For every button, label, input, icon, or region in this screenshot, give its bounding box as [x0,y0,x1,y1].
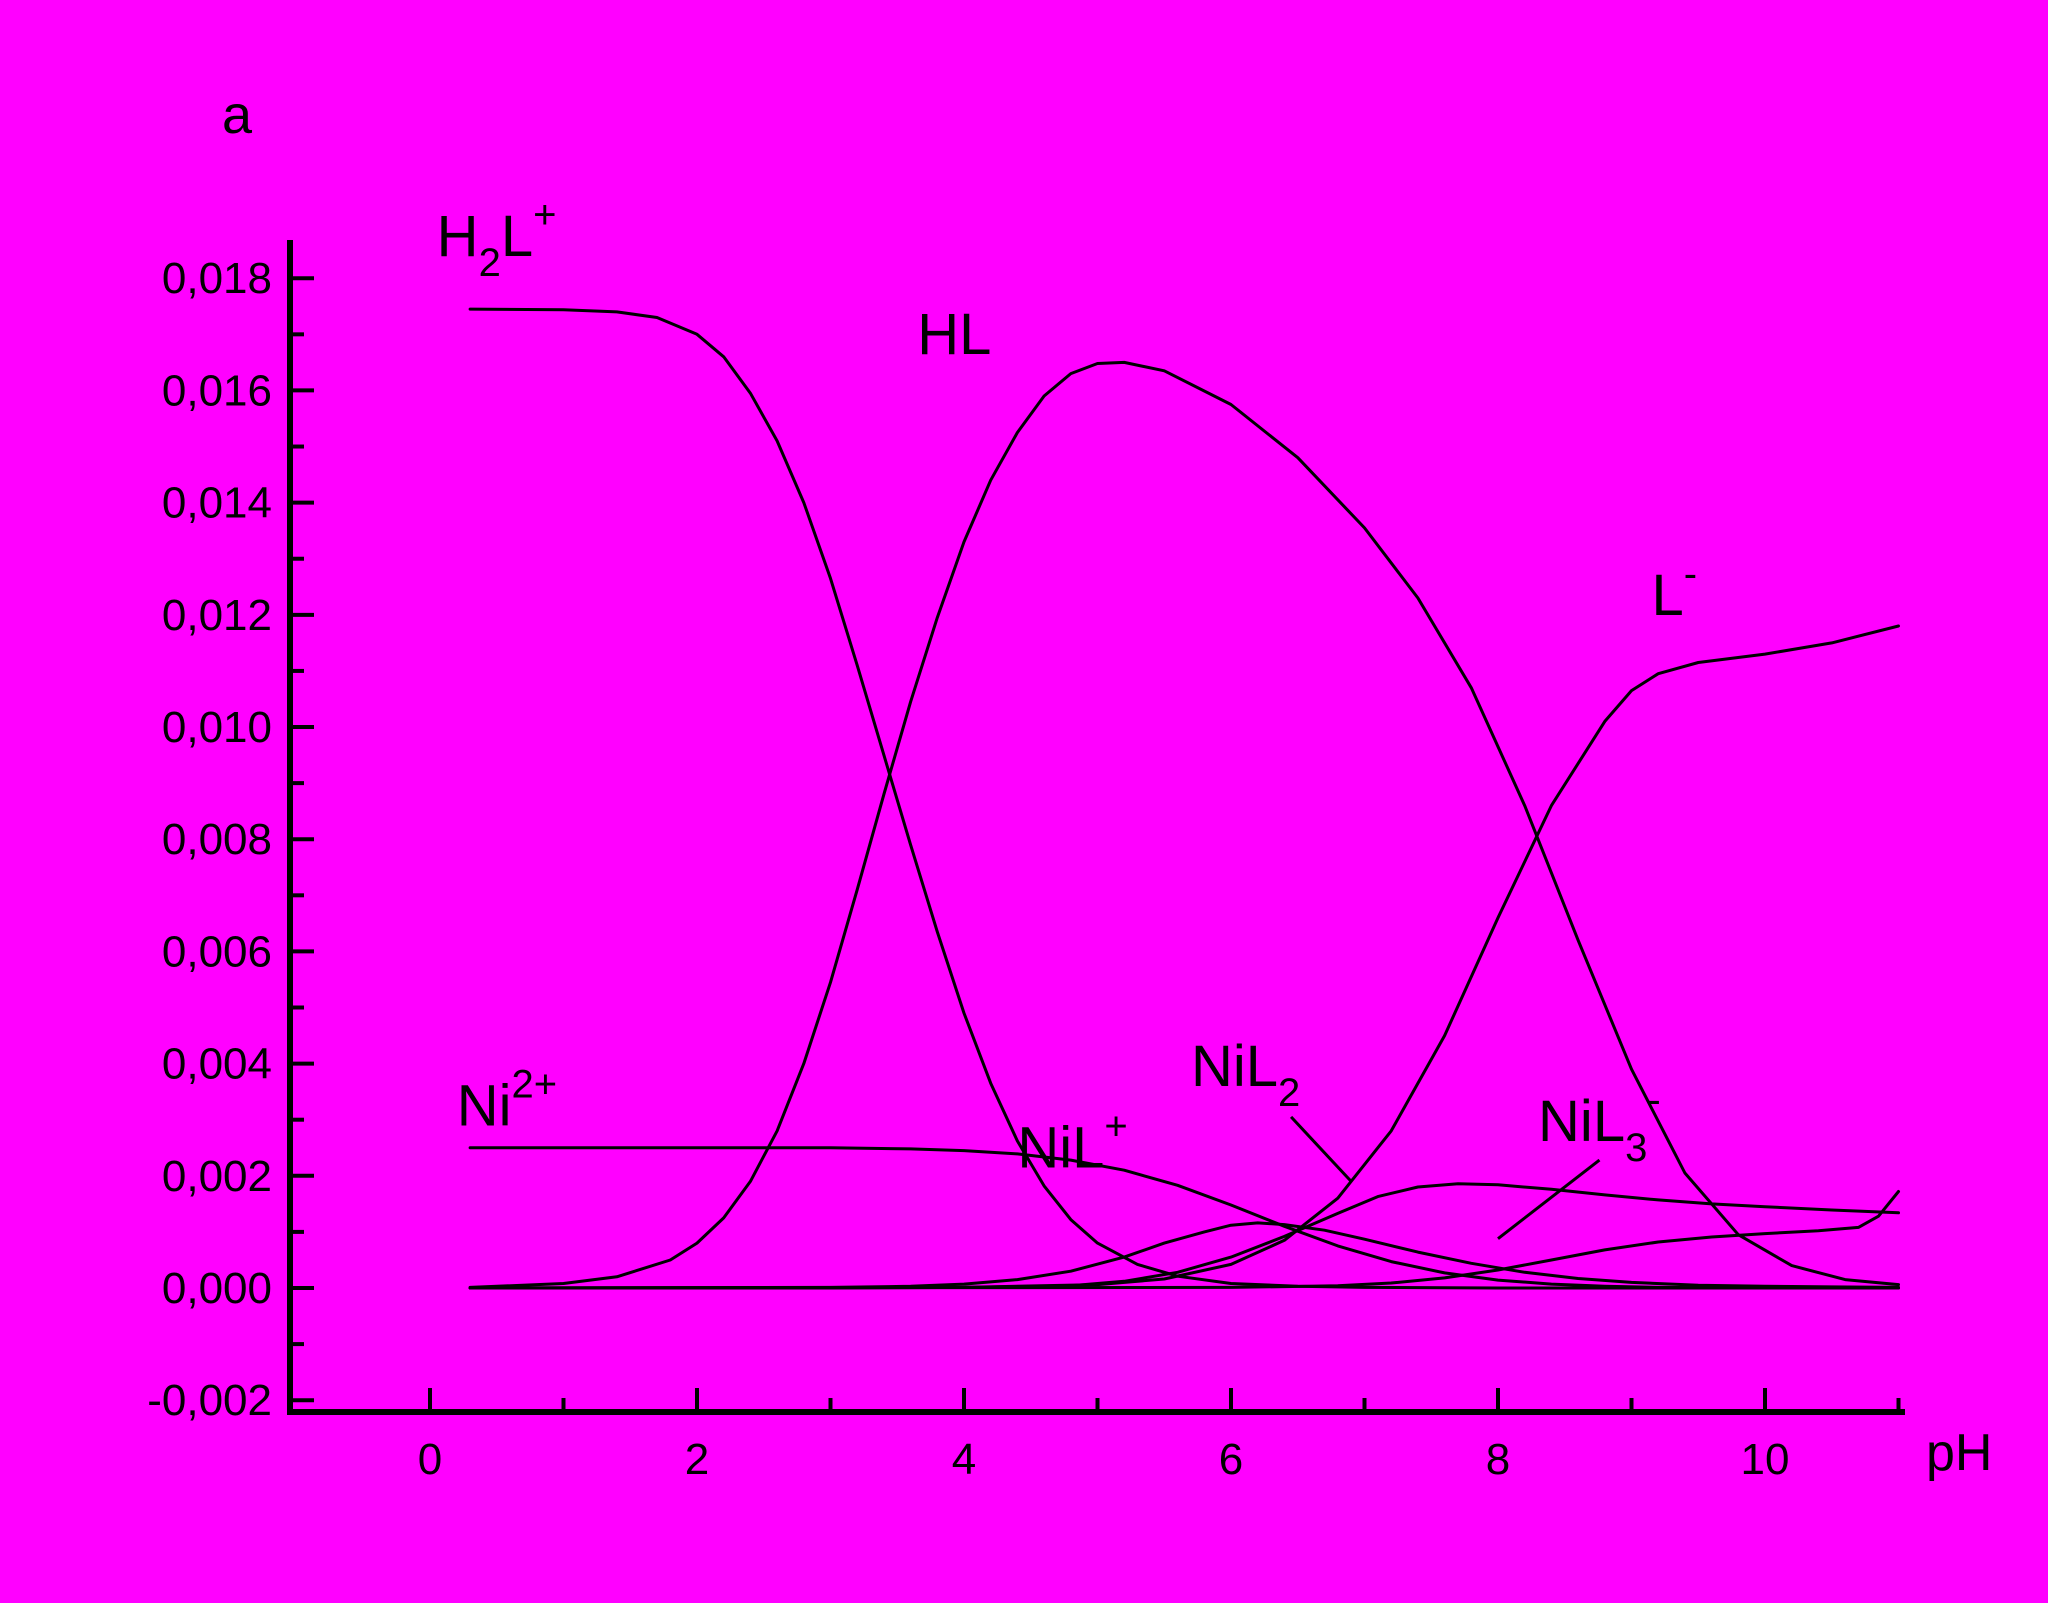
y-tick-label: 0,014 [162,479,272,528]
x-tick-label: 2 [685,1435,709,1484]
y-tick-label: 0,016 [162,366,272,415]
y-tick-label: 0,006 [162,927,272,976]
y-tick-label: 0,002 [162,1152,272,1201]
x-axis-title: pH [1926,1424,1992,1482]
y-tick-label: 0,004 [162,1040,272,1089]
series-nil [468,1221,1900,1290]
label-nil3: NiL3- [1538,1078,1661,1170]
y-tick-label: 0,010 [162,703,272,752]
y-tick-label: 0,018 [162,254,272,303]
x-tick-label: 6 [1219,1435,1243,1484]
x-tick-label: 10 [1741,1435,1790,1484]
series-nil3 [468,1190,1900,1290]
series-nil2 [468,1182,1900,1290]
y-tick-label: 0,008 [162,815,272,864]
y-tick-label: 0,012 [162,591,272,640]
series-hl [468,360,1900,1289]
y-axis-title: a [222,85,253,145]
x-tick-label: 4 [952,1435,976,1484]
label-hl: HL [917,302,991,367]
label-h2l: H2L+ [437,193,557,285]
y-tick-label: 0,000 [162,1264,272,1313]
label-nil: NiL+ [1017,1104,1127,1180]
series-ni [468,1146,1900,1290]
leader-line-nil2 [1289,1115,1353,1183]
leader-line-nil3 [1497,1158,1601,1240]
label-ni: Ni2+ [457,1062,557,1138]
label-nil2: NiL2 [1191,1034,1300,1115]
label-l: L- [1652,552,1698,628]
y-tick-label: -0,002 [147,1376,272,1425]
series-h2l [468,307,1900,1290]
x-tick-label: 8 [1486,1435,1510,1484]
x-tick-label: 0 [418,1435,442,1484]
